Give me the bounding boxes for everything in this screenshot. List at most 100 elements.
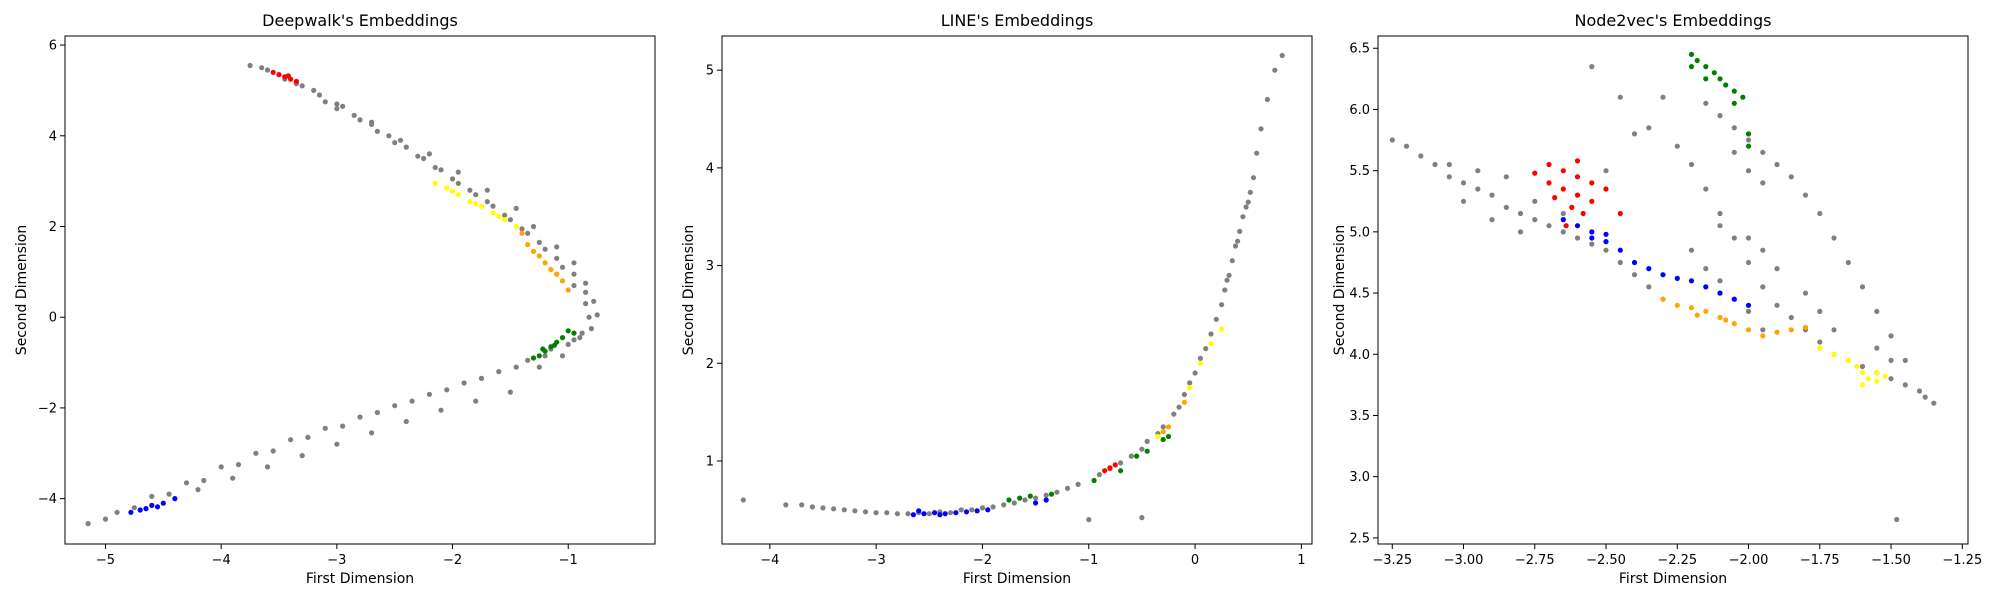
scatter-point	[490, 203, 496, 209]
scatter-point	[1717, 113, 1723, 119]
scatter-point	[322, 99, 328, 105]
scatter-point	[1235, 238, 1241, 244]
scatter-point	[921, 511, 927, 517]
y-tick-label: −4	[38, 492, 57, 507]
scatter-point	[1802, 290, 1809, 296]
scatter-point	[1831, 327, 1837, 333]
scatter-point	[1817, 308, 1823, 314]
scatter-point	[340, 103, 346, 109]
scatter-point	[1546, 223, 1552, 229]
scatter-point	[1240, 214, 1246, 220]
scatter-point	[536, 239, 542, 245]
scatter-point	[542, 353, 548, 359]
scatter-point	[1760, 149, 1766, 155]
scatter-point	[1802, 324, 1809, 330]
plot-area: −5 −4 −3 −2 −1 −4 −2 0 2 4 6	[38, 39, 600, 568]
scatter-point	[916, 508, 922, 514]
scatter-point	[554, 271, 560, 277]
scatter-point	[1859, 370, 1866, 376]
scatter-point	[172, 496, 178, 502]
scatter-point	[1674, 302, 1680, 308]
scatter-point	[513, 364, 519, 370]
scatter-point	[1717, 223, 1723, 229]
scatter-point	[1043, 492, 1049, 498]
scatter-point	[1580, 210, 1586, 217]
scatter-point	[1254, 150, 1260, 156]
scatter-point	[1916, 388, 1923, 394]
scatter-point	[1660, 296, 1666, 302]
scatter-point	[1723, 82, 1729, 88]
scatter-point	[1250, 175, 1257, 181]
scatter-point	[1694, 312, 1700, 318]
scatter-point	[1279, 52, 1285, 59]
scatter-point	[594, 312, 600, 318]
scatter-point	[502, 217, 508, 223]
scatter-point	[1460, 198, 1467, 204]
scatter-point	[131, 505, 137, 511]
scatter-point	[1774, 329, 1780, 335]
scatter-point	[1203, 346, 1209, 352]
scatter-point	[143, 506, 149, 512]
scatter-point	[1731, 149, 1737, 155]
scatter-point	[1674, 275, 1680, 281]
scatter-point	[1731, 125, 1737, 131]
scatter-point	[1902, 382, 1908, 388]
scatter-point	[1931, 400, 1937, 406]
x-tick-label: −3	[867, 553, 886, 568]
scatter-point	[1475, 186, 1481, 192]
scatter-point	[285, 73, 291, 79]
scatter-point	[426, 391, 432, 397]
scatter-point	[1546, 161, 1552, 168]
scatter-point	[1187, 385, 1193, 391]
scatter-point	[1517, 210, 1524, 217]
scatter-point	[1745, 308, 1752, 314]
scatter-point	[1222, 287, 1228, 293]
scatter-point	[1802, 192, 1809, 198]
scatter-point	[1574, 174, 1581, 180]
scatter-point	[1102, 468, 1108, 474]
scatter-point	[1219, 326, 1225, 332]
scatter-point	[449, 176, 456, 182]
scatter-point	[444, 185, 450, 191]
scatter-point	[932, 510, 938, 516]
scatter-point	[432, 180, 438, 186]
scatter-point	[1589, 180, 1595, 186]
scatter-point	[1272, 67, 1278, 73]
scatter-point	[1517, 229, 1524, 235]
scatter-point	[1160, 424, 1166, 430]
scatter-point	[473, 201, 479, 207]
scatter-point	[588, 326, 595, 332]
scatter-point	[1043, 497, 1049, 503]
scatter-point	[1139, 446, 1145, 452]
scatter-point	[1165, 424, 1172, 430]
scatter-point	[948, 510, 954, 516]
scatter-point	[1845, 357, 1851, 363]
x-tick-label: −2	[973, 553, 992, 568]
scatter-point	[114, 509, 120, 515]
scatter-point	[1213, 316, 1219, 322]
scatter-point	[1788, 327, 1794, 333]
scatter-point	[334, 101, 340, 107]
scatter-point	[1745, 259, 1752, 266]
scatter-point	[1831, 235, 1837, 241]
scatter-point	[1418, 153, 1424, 159]
scatter-point	[1745, 137, 1752, 143]
scatter-point	[1027, 493, 1033, 499]
scatter-point	[1760, 327, 1766, 333]
scatter-point	[357, 117, 363, 123]
scatter-point	[1745, 235, 1752, 241]
scatter-point	[1646, 266, 1652, 272]
scatter-point	[926, 511, 932, 517]
scatter-point	[455, 192, 461, 198]
x-tick-label: 0	[1191, 553, 1199, 568]
scatter-point	[565, 341, 571, 347]
scatter-point	[351, 112, 357, 118]
plot-area: −4 −3 −2 −1 0 1 1 2 3 4 5	[706, 52, 1306, 568]
y-tick-label: 4	[706, 161, 714, 176]
scatter-point	[1134, 453, 1140, 459]
scatter-point	[1617, 247, 1623, 253]
scatter-point	[1181, 391, 1187, 398]
scatter-point	[230, 475, 236, 481]
y-tick-label: 3	[706, 259, 714, 274]
scatter-point	[340, 423, 346, 429]
